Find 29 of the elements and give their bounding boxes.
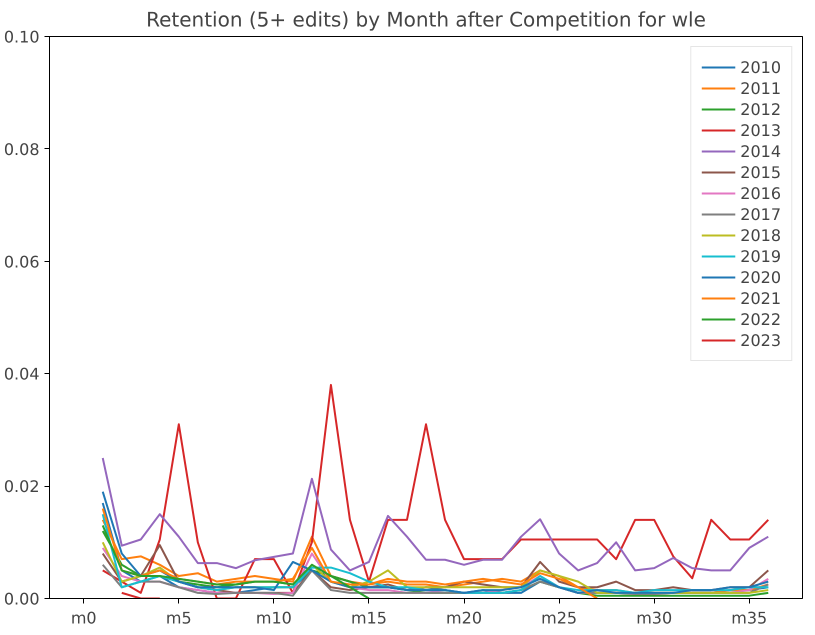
- legend-label: 2016: [740, 184, 781, 202]
- legend-label: 2018: [740, 226, 781, 244]
- x-tick-label: m5: [166, 608, 192, 628]
- x-tick-label: m10: [256, 608, 292, 628]
- x-tick-label: m0: [70, 608, 97, 628]
- chart-title: Retention (5+ edits) by Month after Competition for wle: [146, 8, 706, 32]
- legend-label: 2014: [740, 142, 781, 160]
- legend-label: 2020: [740, 268, 781, 286]
- x-tick-label: m25: [541, 608, 578, 628]
- x-tick-label: m35: [731, 608, 768, 628]
- legend-label: 2013: [740, 120, 781, 140]
- legend-label: 2015: [740, 162, 781, 182]
- legend-label: 2010: [740, 58, 781, 76]
- x-tick-label: m30: [636, 608, 672, 628]
- y-tick-label: 0.00: [4, 590, 40, 608]
- x-tick-label: m15: [350, 608, 387, 628]
- legend-label: 2012: [740, 100, 781, 118]
- legend-label: 2021: [740, 288, 781, 308]
- y-tick-label: 0.08: [4, 140, 40, 159]
- legend-label: 2011: [740, 78, 781, 98]
- y-tick-label: 0.02: [4, 477, 40, 496]
- legend-label: 2023: [740, 330, 781, 350]
- x-tick-label: m20: [446, 608, 482, 628]
- legend-label: 2017: [740, 204, 781, 224]
- legend-label: 2022: [740, 310, 781, 328]
- legend-label: 2019: [740, 246, 781, 266]
- y-tick-label: 0.04: [4, 364, 40, 384]
- y-tick-label: 0.06: [4, 252, 40, 272]
- y-tick-label: 0.10: [4, 28, 40, 46]
